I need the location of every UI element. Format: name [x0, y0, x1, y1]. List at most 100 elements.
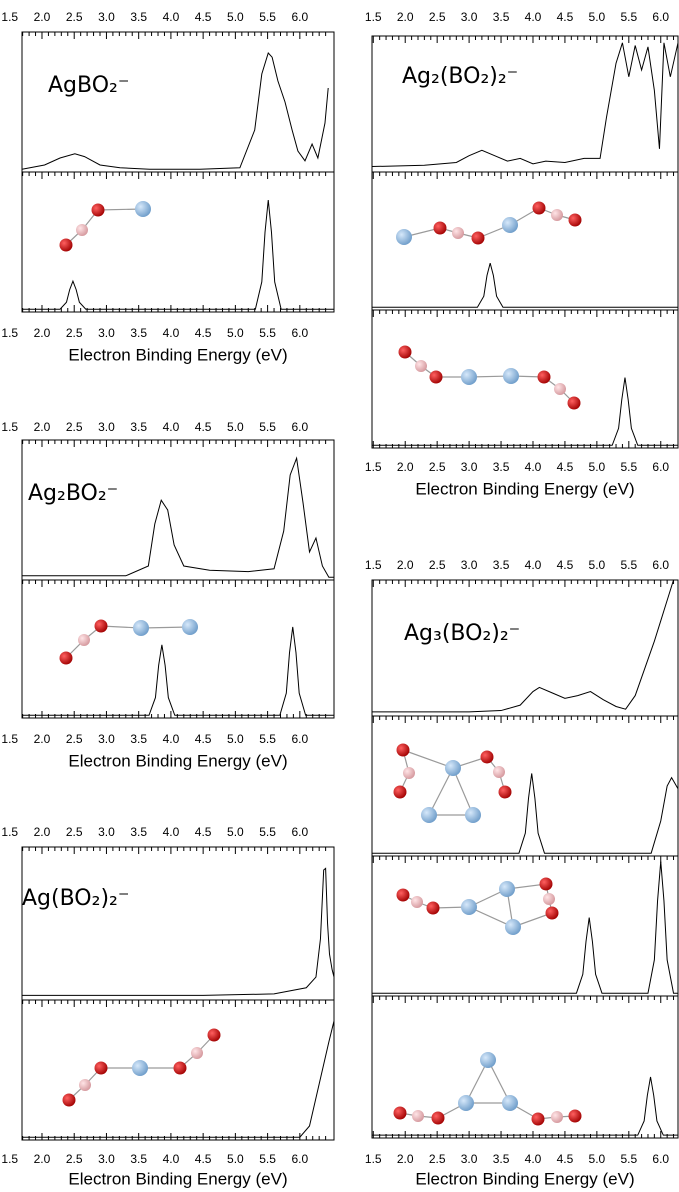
- x-tick-label: 6.0: [652, 1152, 669, 1166]
- x-tick-label: 6.0: [291, 825, 308, 839]
- atom: [95, 1062, 108, 1075]
- species-label: Ag₃(BO₂)₂⁻: [404, 621, 520, 646]
- x-tick-label: 6.0: [291, 1152, 308, 1166]
- x-tick-label: 3.0: [98, 732, 115, 746]
- x-tick-label: 2.0: [397, 1152, 414, 1166]
- x-axis-label: Electron Binding Energy (eV): [68, 751, 287, 770]
- species-label: Ag₂(BO₂)₂⁻: [402, 64, 518, 89]
- atom: [568, 397, 581, 410]
- atom: [499, 786, 512, 799]
- atom: [538, 371, 551, 384]
- spectrum-line: [22, 53, 328, 169]
- atom: [461, 899, 477, 915]
- x-tick-label: 4.0: [525, 10, 542, 24]
- atom: [546, 907, 559, 920]
- x-tick-label: 6.0: [652, 558, 669, 572]
- x-tick-label: 3.0: [98, 326, 115, 340]
- atom: [397, 744, 410, 757]
- figure: 1.51.52.02.02.52.53.03.03.53.54.04.04.54…: [0, 0, 679, 1192]
- x-tick-label: 5.0: [227, 732, 244, 746]
- x-tick-label: 5.0: [589, 558, 606, 572]
- x-tick-label: 1.5: [1, 10, 18, 24]
- atom: [432, 1112, 445, 1125]
- atom: [394, 786, 407, 799]
- x-tick-label: 4.0: [525, 1152, 542, 1166]
- panel-frame: [22, 580, 334, 718]
- x-tick-label: 5.5: [620, 10, 637, 24]
- x-tick-label: 1.5: [1, 1152, 18, 1166]
- x-tick-label: 4.0: [525, 460, 542, 474]
- x-tick-label: 6.0: [291, 10, 308, 24]
- x-tick-label: 4.5: [557, 1152, 574, 1166]
- x-tick-label: 3.0: [461, 1152, 478, 1166]
- x-tick-label: 4.0: [163, 1152, 180, 1166]
- atom: [434, 222, 447, 235]
- atom: [503, 368, 519, 384]
- x-tick-label: 5.0: [227, 1152, 244, 1166]
- atom: [569, 1110, 582, 1123]
- atom: [135, 201, 151, 217]
- x-tick-label: 1.5: [1, 420, 18, 434]
- x-tick-label: 3.0: [461, 558, 478, 572]
- atom: [60, 239, 73, 252]
- atom: [569, 214, 582, 227]
- x-tick-label: 1.5: [365, 460, 382, 474]
- x-tick-label: 5.0: [589, 1152, 606, 1166]
- spectrum-line: [22, 627, 334, 715]
- x-tick-label: 1.5: [1, 326, 18, 340]
- x-axis-label: Electron Binding Energy (eV): [415, 1169, 634, 1188]
- x-tick-label: 1.5: [365, 1152, 382, 1166]
- x-tick-label: 5.0: [227, 10, 244, 24]
- x-axis-label: Electron Binding Energy (eV): [68, 345, 287, 364]
- x-tick-label: 5.0: [589, 460, 606, 474]
- spectrum-line: [372, 1077, 678, 1135]
- panel-frame: [22, 32, 334, 172]
- atom: [421, 807, 437, 823]
- x-tick-label: 4.0: [163, 326, 180, 340]
- atom: [465, 807, 481, 823]
- x-tick-label: 3.0: [461, 10, 478, 24]
- x-tick-label: 4.5: [195, 825, 212, 839]
- spectrum-line: [372, 773, 678, 853]
- atom: [63, 1094, 76, 1107]
- atom: [502, 217, 518, 233]
- molecule: [399, 346, 581, 410]
- atom: [174, 1062, 187, 1075]
- x-tick-label: 1.5: [365, 558, 382, 572]
- atom: [543, 893, 555, 905]
- molecule: [63, 1029, 221, 1107]
- x-tick-label: 5.5: [620, 1152, 637, 1166]
- atom: [208, 1029, 221, 1042]
- x-tick-label: 4.5: [195, 420, 212, 434]
- x-tick-label: 2.0: [34, 420, 51, 434]
- x-tick-label: 2.5: [66, 825, 83, 839]
- x-axis-label: Electron Binding Energy (eV): [68, 1169, 287, 1188]
- panel-frame: [372, 856, 678, 996]
- x-tick-label: 5.5: [259, 732, 276, 746]
- x-tick-label: 1.5: [1, 732, 18, 746]
- spectrum-line: [372, 43, 678, 167]
- atom: [551, 1111, 563, 1123]
- x-tick-label: 2.0: [34, 1152, 51, 1166]
- bond: [403, 750, 487, 768]
- x-axis-label: Electron Binding Energy (eV): [415, 479, 634, 498]
- x-tick-label: 5.0: [227, 420, 244, 434]
- x-tick-label: 3.0: [98, 420, 115, 434]
- atom: [480, 1052, 496, 1068]
- atom: [502, 1095, 518, 1111]
- x-tick-label: 6.0: [291, 732, 308, 746]
- x-tick-label: 2.0: [397, 558, 414, 572]
- x-tick-label: 2.0: [34, 825, 51, 839]
- x-tick-label: 3.5: [493, 1152, 510, 1166]
- x-tick-label: 2.5: [429, 460, 446, 474]
- x-tick-label: 1.5: [1, 825, 18, 839]
- panel-frame: [372, 36, 678, 172]
- atom: [499, 881, 515, 897]
- atom: [540, 878, 553, 891]
- atom: [191, 1047, 203, 1059]
- species-label: Ag₂BO₂⁻: [28, 481, 118, 506]
- atom: [458, 1095, 474, 1111]
- x-tick-label: 5.5: [620, 558, 637, 572]
- x-tick-label: 4.5: [557, 460, 574, 474]
- atom: [554, 383, 566, 395]
